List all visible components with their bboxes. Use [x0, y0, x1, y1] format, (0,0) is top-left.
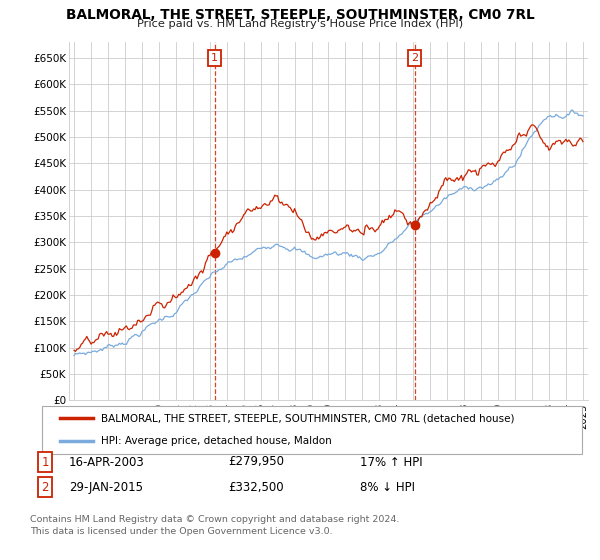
Text: 29-JAN-2015: 29-JAN-2015	[69, 480, 143, 494]
Text: BALMORAL, THE STREET, STEEPLE, SOUTHMINSTER, CM0 7RL (detached house): BALMORAL, THE STREET, STEEPLE, SOUTHMINS…	[101, 413, 514, 423]
Text: £279,950: £279,950	[228, 455, 284, 469]
Text: HPI: Average price, detached house, Maldon: HPI: Average price, detached house, Mald…	[101, 436, 332, 446]
Text: 16-APR-2003: 16-APR-2003	[69, 455, 145, 469]
Text: £332,500: £332,500	[228, 480, 284, 494]
Text: BALMORAL, THE STREET, STEEPLE, SOUTHMINSTER, CM0 7RL: BALMORAL, THE STREET, STEEPLE, SOUTHMINS…	[65, 8, 535, 22]
Text: Price paid vs. HM Land Registry's House Price Index (HPI): Price paid vs. HM Land Registry's House …	[137, 19, 463, 29]
Text: 17% ↑ HPI: 17% ↑ HPI	[360, 455, 422, 469]
Text: This data is licensed under the Open Government Licence v3.0.: This data is licensed under the Open Gov…	[30, 528, 332, 536]
Text: 2: 2	[411, 53, 418, 63]
Text: 1: 1	[41, 455, 49, 469]
Text: 2: 2	[41, 480, 49, 494]
Text: 1: 1	[211, 53, 218, 63]
Text: Contains HM Land Registry data © Crown copyright and database right 2024.: Contains HM Land Registry data © Crown c…	[30, 515, 400, 524]
Text: 8% ↓ HPI: 8% ↓ HPI	[360, 480, 415, 494]
